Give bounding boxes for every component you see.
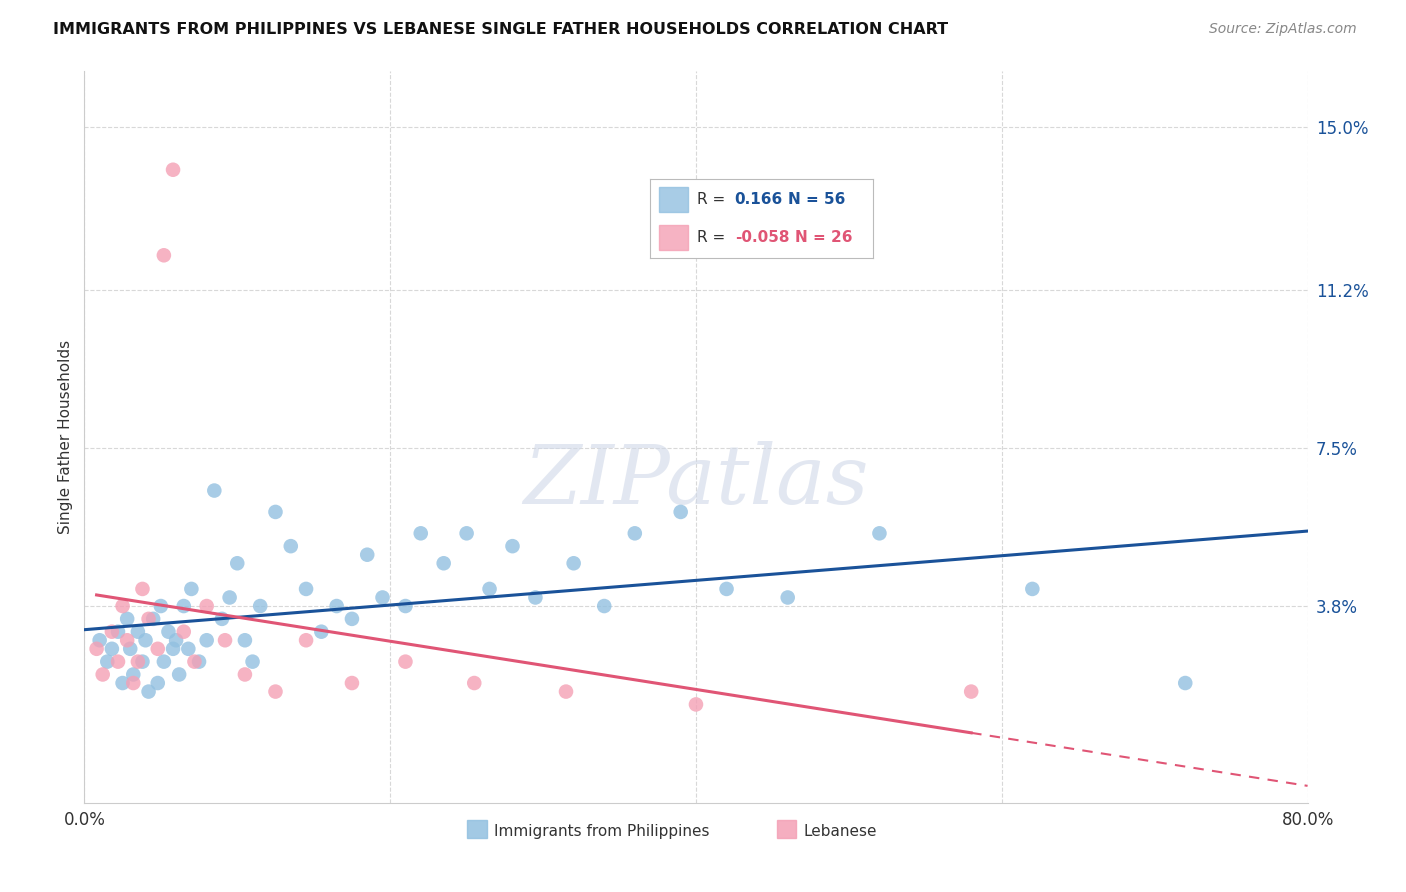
Point (249, 599, 271, 613)
Point (502, 539, 524, 553)
Point (340, 676, 363, 690)
Text: -0.058: -0.058 (734, 230, 789, 245)
Point (122, 667, 145, 681)
Point (356, 548, 378, 562)
Point (115, 612, 138, 626)
Point (135, 633, 157, 648)
Point (138, 612, 160, 626)
Text: R =: R = (696, 230, 730, 245)
Point (325, 599, 347, 613)
Point (173, 599, 195, 613)
Point (101, 641, 124, 656)
Text: ZIPatlas: ZIPatlas (523, 441, 869, 521)
Text: R =: R = (696, 192, 730, 207)
Point (371, 591, 394, 605)
Point (89, 633, 111, 648)
Point (86, 641, 108, 656)
Point (91, 667, 114, 681)
Point (624, 526, 647, 541)
Point (669, 505, 692, 519)
Point (195, 599, 218, 613)
Point (1021, 582, 1043, 596)
Point (153, 248, 176, 262)
Point (157, 624, 180, 639)
Point (127, 624, 149, 639)
Point (146, 641, 169, 656)
Point (394, 655, 416, 669)
Bar (658, 225, 688, 251)
Point (295, 582, 318, 596)
Point (394, 599, 416, 613)
Point (127, 655, 149, 669)
Point (162, 641, 184, 656)
Point (131, 655, 153, 669)
Point (214, 633, 236, 648)
Text: IMMIGRANTS FROM PHILIPPINES VS LEBANESE SINGLE FATHER HOUSEHOLDS CORRELATION CHA: IMMIGRANTS FROM PHILIPPINES VS LEBANESE … (53, 22, 949, 37)
Point (146, 676, 169, 690)
Point (177, 641, 200, 656)
Point (869, 526, 891, 541)
Point (562, 556, 585, 570)
Point (202, 483, 225, 498)
Point (218, 591, 240, 605)
Point (593, 599, 616, 613)
Point (463, 676, 485, 690)
Point (165, 633, 187, 648)
Point (478, 582, 501, 596)
Point (716, 582, 738, 596)
Point (142, 612, 165, 626)
Text: N = 56: N = 56 (789, 192, 845, 207)
Text: N = 26: N = 26 (794, 230, 852, 245)
Point (120, 641, 142, 656)
Y-axis label: Single Father Households: Single Father Households (58, 340, 73, 534)
Point (195, 633, 218, 648)
Point (295, 633, 318, 648)
Point (107, 655, 129, 669)
Point (111, 676, 134, 690)
Point (233, 667, 256, 681)
Point (180, 582, 202, 596)
Point (409, 526, 432, 541)
Bar (658, 187, 688, 212)
Point (167, 667, 190, 681)
Text: Immigrants from Philippines: Immigrants from Philippines (495, 824, 710, 838)
Point (211, 612, 233, 626)
Point (122, 676, 145, 690)
Point (456, 526, 478, 541)
Point (226, 556, 249, 570)
Point (311, 624, 333, 639)
Point (233, 633, 256, 648)
Text: Source: ZipAtlas.com: Source: ZipAtlas.com (1209, 22, 1357, 37)
Point (242, 655, 264, 669)
Point (340, 612, 363, 626)
Point (173, 624, 195, 639)
Point (433, 556, 456, 570)
Point (524, 591, 547, 605)
Point (685, 698, 707, 712)
Point (1174, 676, 1197, 690)
Point (183, 655, 205, 669)
Point (555, 684, 578, 698)
Point (131, 582, 153, 596)
Point (96, 655, 118, 669)
Point (188, 655, 211, 669)
Point (264, 505, 287, 519)
Point (138, 684, 160, 698)
Point (776, 591, 799, 605)
Point (153, 655, 176, 669)
Point (264, 684, 287, 698)
Text: 0.166: 0.166 (734, 192, 783, 207)
Point (162, 162, 184, 177)
Point (107, 624, 129, 639)
Point (101, 624, 124, 639)
Point (149, 599, 172, 613)
Point (280, 539, 302, 553)
Point (115, 633, 138, 648)
Point (111, 599, 134, 613)
Point (960, 684, 983, 698)
Text: Lebanese: Lebanese (804, 824, 877, 838)
